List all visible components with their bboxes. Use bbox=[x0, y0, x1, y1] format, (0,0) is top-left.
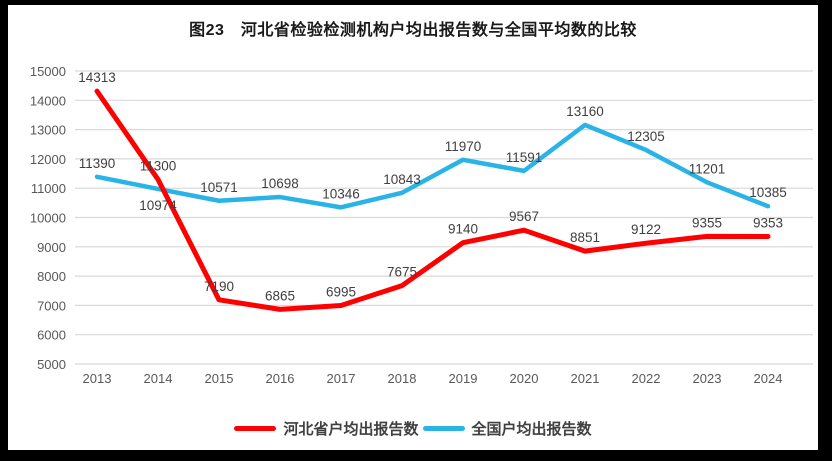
x-tick-label: 2013 bbox=[83, 371, 112, 386]
x-tick-label: 2018 bbox=[388, 371, 417, 386]
legend-item-national: 全国户均出报告数 bbox=[422, 418, 592, 439]
data-label: 6865 bbox=[265, 288, 295, 303]
legend-red-line-icon bbox=[234, 426, 277, 431]
y-tick-label: 8000 bbox=[37, 269, 66, 284]
data-label: 6995 bbox=[326, 285, 356, 300]
data-label: 7675 bbox=[387, 265, 417, 280]
y-tick-label: 5000 bbox=[37, 357, 66, 372]
series-line-0 bbox=[94, 88, 771, 312]
x-tick-label: 2017 bbox=[327, 371, 356, 386]
series-line-1 bbox=[94, 122, 771, 210]
x-tick-label: 2020 bbox=[510, 371, 539, 386]
legend-label-national: 全国户均出报告数 bbox=[471, 421, 592, 438]
data-label: 10698 bbox=[261, 176, 299, 191]
x-tick-label: 2024 bbox=[754, 371, 783, 386]
data-label: 14313 bbox=[78, 70, 116, 85]
data-label: 11390 bbox=[79, 156, 116, 171]
data-label: 10974 bbox=[139, 198, 177, 213]
data-label: 11970 bbox=[445, 139, 482, 154]
chart-container: 图23 河北省检验检测机构户均出报告数与全国平均数的比较 5000 6000 700… bbox=[8, 5, 818, 450]
data-label: 11591 bbox=[506, 150, 543, 165]
data-label: 10571 bbox=[200, 180, 238, 195]
y-tick-label: 14000 bbox=[30, 93, 66, 108]
data-label: 12305 bbox=[627, 129, 665, 144]
x-tick-label: 2016 bbox=[266, 371, 295, 386]
line-chart-plot: 5000 6000 7000 8000 9000 10000 11000 12000 13000… bbox=[30, 64, 813, 386]
x-tick-label: 2021 bbox=[571, 371, 600, 386]
data-label: 11201 bbox=[689, 161, 726, 176]
data-label: 10346 bbox=[322, 186, 360, 201]
data-label: 9355 bbox=[692, 215, 722, 230]
data-label: 9122 bbox=[631, 222, 661, 237]
legend-item-hebei: 河北省户均出报告数 bbox=[234, 418, 419, 439]
x-tick-label: 2023 bbox=[693, 371, 722, 386]
data-label: 10385 bbox=[749, 185, 787, 200]
data-label: 8851 bbox=[570, 230, 600, 245]
x-tick-label: 2022 bbox=[632, 371, 661, 386]
data-label: 11300 bbox=[140, 158, 177, 173]
y-tick-label: 12000 bbox=[30, 152, 66, 167]
x-tick-label: 2019 bbox=[449, 371, 478, 386]
y-tick-label: 11000 bbox=[31, 181, 66, 196]
data-label: 9140 bbox=[448, 222, 478, 237]
chart-legend: 河北省户均出报告数 全国户均出报告数 bbox=[8, 418, 818, 439]
y-tick-label: 9000 bbox=[37, 240, 66, 255]
data-label: 9567 bbox=[509, 209, 539, 224]
legend-label-hebei: 河北省户均出报告数 bbox=[283, 421, 419, 438]
x-tick-label: 2015 bbox=[205, 371, 234, 386]
data-label: 9353 bbox=[753, 215, 783, 230]
data-label: 7190 bbox=[204, 279, 234, 294]
y-tick-label: 6000 bbox=[37, 328, 66, 343]
y-tick-label: 10000 bbox=[30, 211, 66, 226]
y-tick-label: 13000 bbox=[30, 123, 66, 138]
legend-blue-line-icon bbox=[422, 426, 465, 431]
chart-title: 图23 河北省检验检测机构户均出报告数与全国平均数的比较 bbox=[189, 22, 637, 39]
y-tick-label: 15000 bbox=[30, 64, 66, 79]
data-label: 13160 bbox=[566, 104, 604, 119]
data-label: 10843 bbox=[383, 172, 421, 187]
y-tick-label: 7000 bbox=[37, 298, 66, 313]
x-tick-label: 2014 bbox=[144, 371, 173, 386]
